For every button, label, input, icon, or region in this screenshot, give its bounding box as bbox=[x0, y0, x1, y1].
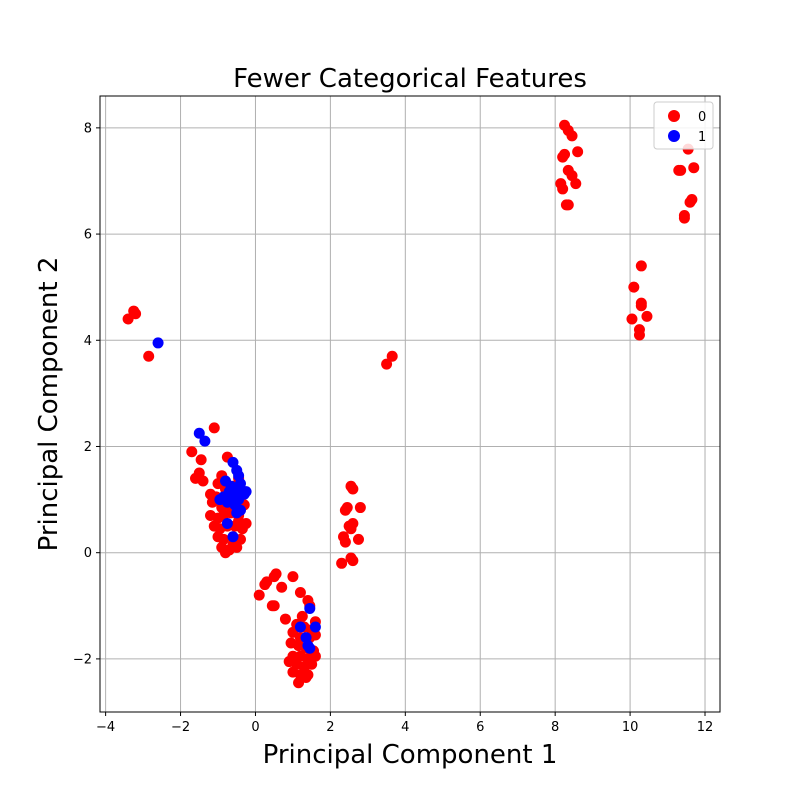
data-point-series-0 bbox=[572, 146, 584, 158]
x-tick-label: 8 bbox=[551, 720, 559, 735]
data-point-series-0 bbox=[261, 576, 273, 588]
data-point-series-0 bbox=[186, 446, 198, 458]
data-point-series-0 bbox=[684, 196, 696, 208]
data-point-series-1 bbox=[294, 621, 306, 633]
y-tick-label: 0 bbox=[84, 546, 92, 561]
data-point-series-0 bbox=[219, 547, 231, 559]
data-point-series-0 bbox=[197, 475, 209, 487]
data-point-series-0 bbox=[294, 587, 306, 599]
data-point-series-0 bbox=[143, 350, 155, 362]
x-tick-label: −4 bbox=[96, 720, 115, 735]
data-point-series-0 bbox=[336, 557, 348, 569]
data-point-series-0 bbox=[557, 183, 569, 195]
data-point-series-1 bbox=[240, 486, 252, 498]
y-tick-label: 4 bbox=[84, 334, 92, 349]
y-tick-label: −2 bbox=[73, 652, 92, 667]
data-point-series-0 bbox=[266, 600, 278, 612]
data-point-series-1 bbox=[309, 621, 321, 633]
data-point-series-0 bbox=[570, 178, 582, 190]
legend-marker-series-1 bbox=[668, 130, 680, 142]
data-point-series-0 bbox=[352, 533, 364, 545]
data-point-series-1 bbox=[304, 602, 316, 614]
data-point-series-0 bbox=[306, 658, 318, 670]
data-point-series-0 bbox=[566, 130, 578, 142]
y-tick-label: 8 bbox=[84, 121, 92, 136]
data-point-series-1 bbox=[304, 642, 316, 654]
x-tick-label: 2 bbox=[326, 720, 334, 735]
data-point-series-1 bbox=[152, 337, 164, 349]
data-point-series-0 bbox=[345, 523, 357, 535]
data-point-series-0 bbox=[287, 571, 299, 583]
legend-label-series-1: 1 bbox=[698, 130, 706, 145]
grid-lines bbox=[100, 96, 720, 712]
x-axis-label: Principal Component 1 bbox=[263, 740, 558, 770]
data-point-series-0 bbox=[300, 671, 312, 683]
plot-area-frame bbox=[99, 95, 721, 713]
data-point-series-0 bbox=[354, 502, 366, 514]
data-point-series-0 bbox=[347, 555, 359, 567]
legend: 0 1 bbox=[653, 101, 714, 150]
data-point-series-0 bbox=[386, 350, 398, 362]
x-tick-label: 0 bbox=[251, 720, 259, 735]
y-axis-label: Principal Component 2 bbox=[34, 257, 64, 552]
x-tick-label: 4 bbox=[401, 720, 409, 735]
data-point-series-0 bbox=[208, 422, 220, 434]
y-tick-label: 6 bbox=[84, 228, 92, 243]
data-point-series-0 bbox=[195, 454, 207, 466]
legend-label-series-0: 0 bbox=[698, 110, 706, 125]
data-point-series-0 bbox=[341, 502, 353, 514]
data-point-series-0 bbox=[688, 162, 700, 174]
data-point-series-0 bbox=[381, 358, 393, 370]
data-point-series-1 bbox=[193, 427, 205, 439]
data-point-series-0 bbox=[227, 539, 239, 551]
data-points bbox=[122, 119, 700, 689]
data-point-series-0 bbox=[633, 329, 645, 341]
data-point-series-0 bbox=[635, 260, 647, 272]
data-point-series-0 bbox=[279, 613, 291, 625]
data-point-series-0 bbox=[296, 610, 308, 622]
data-point-series-0 bbox=[628, 281, 640, 293]
data-point-series-0 bbox=[276, 581, 288, 593]
data-point-series-0 bbox=[562, 199, 574, 211]
x-tick-label: 6 bbox=[476, 720, 484, 735]
data-point-series-0 bbox=[339, 536, 351, 548]
chart-title: Fewer Categorical Features bbox=[233, 64, 587, 94]
data-point-series-0 bbox=[309, 629, 321, 641]
x-tick-label: 10 bbox=[622, 720, 639, 735]
data-point-series-1 bbox=[221, 517, 233, 529]
data-point-series-0 bbox=[641, 310, 653, 322]
data-point-series-1 bbox=[234, 504, 246, 516]
data-point-series-1 bbox=[199, 435, 211, 447]
data-point-series-0 bbox=[347, 483, 359, 495]
data-point-series-0 bbox=[675, 164, 687, 176]
x-tick-label: 12 bbox=[697, 720, 714, 735]
data-point-series-0 bbox=[253, 589, 265, 601]
y-tick-label: 2 bbox=[84, 440, 92, 455]
data-point-series-0 bbox=[130, 308, 142, 320]
x-tick-label: −2 bbox=[171, 720, 190, 735]
axis-ticks: −4 −2 0 2 4 6 8 10 12 −2 0 2 4 6 8 bbox=[73, 121, 713, 735]
data-point-series-0 bbox=[626, 313, 638, 325]
data-point-series-0 bbox=[678, 212, 690, 224]
data-point-series-0 bbox=[557, 151, 569, 163]
data-point-series-1 bbox=[227, 531, 239, 543]
data-point-series-0 bbox=[635, 300, 647, 312]
legend-marker-series-0 bbox=[668, 110, 680, 122]
